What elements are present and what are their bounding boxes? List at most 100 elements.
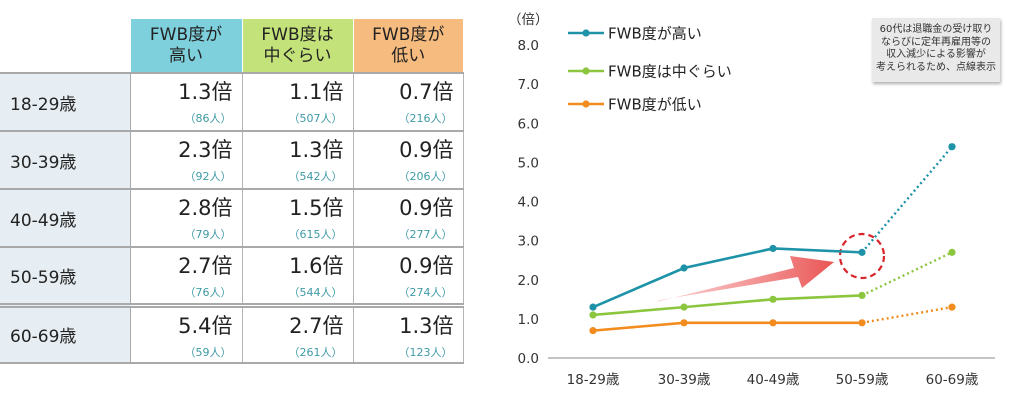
sample-count: （86人） bbox=[184, 112, 232, 125]
table-row: 18-29歳 1.3倍 （86人） 1.1倍 （507人） 0.7倍 （216人） bbox=[0, 72, 464, 131]
data-point bbox=[589, 303, 597, 311]
ratio-value: 1.3倍 bbox=[399, 313, 454, 338]
y-tick-label: 5.0 bbox=[518, 155, 539, 171]
data-point bbox=[769, 295, 777, 303]
data-point bbox=[589, 311, 597, 319]
data-point bbox=[948, 303, 956, 311]
y-tick-label: 6.0 bbox=[518, 116, 539, 132]
ratio-value: 2.3倍 bbox=[178, 138, 233, 162]
x-tick-label: 50-59歳 bbox=[836, 372, 889, 388]
header-low: FWB度が 低い bbox=[352, 19, 463, 73]
table-cell: 1.1倍 （507人） bbox=[242, 72, 354, 131]
highlight-circle bbox=[838, 232, 886, 280]
table-cell: 1.3倍 （123人） bbox=[353, 302, 464, 364]
y-tick-label: 1.0 bbox=[518, 312, 539, 328]
ratio-value: 1.6倍 bbox=[289, 254, 344, 278]
row-age-label: 50-59歳 bbox=[0, 246, 131, 305]
sample-count: （79人） bbox=[184, 228, 232, 241]
y-axis-label: （倍） bbox=[508, 12, 549, 28]
note-line: ならびに定年再雇用等の bbox=[881, 36, 991, 48]
ratio-value: 1.1倍 bbox=[289, 80, 344, 104]
sample-count: （59人） bbox=[184, 345, 232, 359]
y-tick-label: 2.0 bbox=[518, 273, 539, 289]
y-tick-label: 3.0 bbox=[518, 234, 539, 250]
table-cell: 0.7倍 （216人） bbox=[353, 72, 464, 131]
table-cell: 2.8倍 （79人） bbox=[130, 188, 243, 247]
table-row: 30-39歳 2.3倍 （92人） 1.3倍 （542人） 0.9倍 （206人） bbox=[0, 130, 464, 189]
table-cell: 1.6倍 （544人） bbox=[242, 246, 354, 305]
table-cell: 0.9倍 （206人） bbox=[353, 130, 464, 189]
series-line-solid bbox=[592, 321, 862, 332]
sample-count: （216人） bbox=[398, 112, 453, 125]
data-point bbox=[769, 244, 777, 253]
sample-count: （542人） bbox=[288, 170, 343, 183]
table-cell: 1.5倍 （615人） bbox=[242, 188, 354, 247]
y-tick-label: 0.0 bbox=[518, 351, 539, 367]
data-point bbox=[680, 264, 688, 272]
data-point bbox=[948, 248, 956, 256]
ratio-value: 2.7倍 bbox=[289, 313, 344, 338]
table-cell: 0.9倍 （277人） bbox=[353, 188, 464, 247]
series-line-dotted bbox=[861, 145, 953, 254]
table-cell: 1.3倍 （542人） bbox=[242, 130, 354, 189]
data-point bbox=[680, 303, 688, 311]
ratio-value: 5.4倍 bbox=[178, 313, 233, 338]
series-line-dotted bbox=[861, 251, 953, 297]
sample-count: （507人） bbox=[288, 112, 343, 125]
table-corner bbox=[0, 19, 130, 73]
legend-label: FWB度は中ぐらい bbox=[608, 63, 732, 81]
sample-count: （544人） bbox=[288, 286, 343, 299]
sample-count: （92人） bbox=[184, 170, 232, 183]
row-age-label: 18-29歳 bbox=[0, 72, 131, 131]
header-high: FWB度が 高い bbox=[129, 19, 242, 73]
x-tick-label: 18-29歳 bbox=[567, 372, 620, 388]
sample-count: （274人） bbox=[398, 286, 453, 299]
data-point bbox=[680, 319, 688, 327]
sample-count: （123人） bbox=[398, 345, 453, 359]
ratio-value: 1.5倍 bbox=[289, 196, 344, 220]
ratio-value: 0.7倍 bbox=[399, 80, 454, 104]
sample-count: （277人） bbox=[398, 228, 453, 241]
series-line-solid bbox=[592, 294, 863, 317]
ratio-table: FWB度が 高い FWB度は 中ぐらい FWB度が 低い 18-29歳 1.3倍 （86人… bbox=[0, 19, 464, 364]
table-cell: 5.4倍 （59人） bbox=[130, 302, 243, 364]
table-row: 40-49歳 2.8倍 （79人） 1.5倍 （615人） 0.9倍 （277人） bbox=[0, 188, 464, 247]
table-row: 50-59歳 2.7倍 （76人） 1.6倍 （544人） 0.9倍 （274人） bbox=[0, 246, 464, 305]
note-line: 60代は退職金の受け取り bbox=[879, 24, 993, 35]
ratio-value: 0.9倍 bbox=[399, 196, 454, 220]
data-point bbox=[858, 291, 866, 299]
series-line-solid bbox=[592, 247, 863, 309]
table-cell: 2.3倍 （92人） bbox=[130, 130, 243, 189]
note-line: 考えられるため、点線表示 bbox=[876, 61, 996, 73]
row-age-label: 30-39歳 bbox=[0, 130, 131, 189]
sample-count: （261人） bbox=[288, 345, 343, 359]
legend-label: FWB度が高い bbox=[608, 25, 702, 43]
trend-arrow bbox=[656, 256, 834, 302]
note-line: 収入減少による影響が bbox=[886, 49, 986, 60]
sample-count: （76人） bbox=[184, 286, 232, 299]
y-tick-label: 8.0 bbox=[518, 38, 539, 54]
legend-label: FWB度が低い bbox=[608, 96, 702, 114]
legend-marker bbox=[582, 67, 590, 75]
ratio-value: 2.8倍 bbox=[178, 196, 233, 220]
table-cell: 2.7倍 （76人） bbox=[130, 246, 243, 305]
ratio-value: 1.3倍 bbox=[178, 80, 233, 104]
sample-count: （206人） bbox=[398, 170, 453, 183]
legend-marker bbox=[582, 29, 590, 37]
legend-marker bbox=[582, 100, 590, 108]
ratio-value: 1.3倍 bbox=[289, 138, 344, 162]
table-cell: 2.7倍 （261人） bbox=[242, 302, 354, 364]
table-cell: 0.9倍 （274人） bbox=[353, 246, 464, 305]
ratio-value: 0.9倍 bbox=[399, 138, 454, 162]
table-row: 60-69歳 5.4倍 （59人） 2.7倍 （261人） 1.3倍 （123人） bbox=[0, 302, 464, 364]
data-point bbox=[589, 327, 597, 335]
data-point bbox=[858, 319, 866, 327]
sample-count: （615人） bbox=[288, 228, 343, 241]
x-tick-label: 60-69歳 bbox=[926, 372, 979, 388]
ratio-value: 2.7倍 bbox=[178, 254, 233, 278]
y-tick-label: 7.0 bbox=[518, 77, 539, 93]
series-line-dotted bbox=[861, 305, 953, 324]
ratio-value: 0.9倍 bbox=[399, 254, 454, 278]
x-tick-label: 30-39歳 bbox=[658, 372, 711, 388]
